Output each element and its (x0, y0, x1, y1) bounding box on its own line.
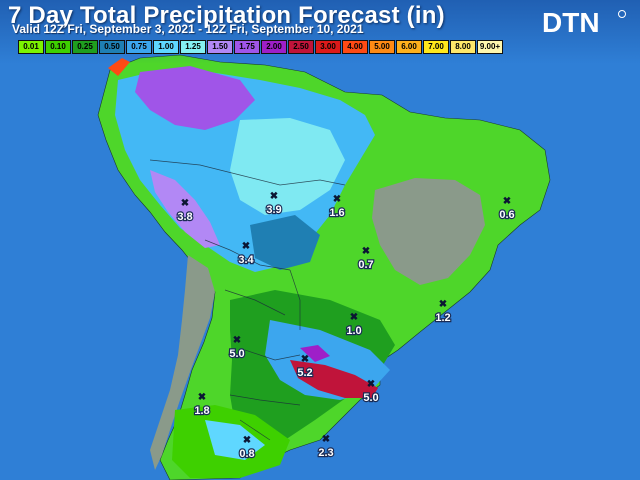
legend-swatch: 5.00 (369, 40, 395, 54)
city-x-marker: ✖ (350, 312, 358, 323)
legend-swatch: 0.25 (72, 40, 98, 54)
city-precip-value: 5.2 (297, 367, 312, 379)
city-x-marker: ✖ (181, 198, 189, 209)
city-precip-value: 3.4 (238, 254, 254, 266)
city-marker-group: ✖ 5.2 (296, 354, 314, 380)
city-precip-value: 1.8 (194, 405, 209, 417)
dtn-logo: DTN (542, 7, 626, 38)
legend-swatch: 6.00 (396, 40, 422, 54)
city-x-marker: ✖ (242, 241, 250, 252)
city-precip-value: 5.0 (363, 392, 378, 404)
valid-period: Valid 12Z Fri, September 3, 2021 - 12Z F… (12, 22, 364, 36)
city-marker-group: ✖ 3.4 (237, 241, 256, 267)
header-banner: 7 Day Total Precipitation Forecast (in) … (0, 0, 640, 64)
legend-swatch: 0.10 (45, 40, 71, 54)
precipitation-legend: 0.01 0.10 0.25 0.50 0.75 1.00 1.25 1.50 1.75 2.00… (18, 40, 503, 54)
city-marker-group: ✖ 1.6 (328, 194, 346, 220)
city-precip-value: 0.7 (358, 259, 373, 271)
city-marker-group: ✖ 5.0 (228, 335, 246, 361)
city-precip-value: 3.9 (266, 204, 281, 216)
rain-band-purple (135, 66, 255, 130)
city-x-marker: ✖ (243, 435, 251, 446)
legend-swatch: 2.50 (288, 40, 314, 54)
city-marker-group: ✖ 2.3 (317, 434, 335, 460)
legend-swatch: 3.00 (315, 40, 341, 54)
rain-band-purple-2 (150, 170, 220, 248)
legend-swatch: 0.50 (99, 40, 125, 54)
city-x-marker: ✖ (233, 335, 241, 346)
city-x-marker: ✖ (198, 392, 206, 403)
city-marker-group: ✖ 1.8 (193, 392, 211, 418)
city-precip-value: 0.8 (239, 448, 254, 460)
rain-band-lightblue-south (205, 420, 265, 460)
rain-band-darkblue (250, 215, 320, 270)
dry-area-andes (150, 255, 215, 470)
legend-swatch: 0.01 (18, 40, 44, 54)
map-title: 7 Day Total Precipitation Forecast (in) (8, 2, 445, 29)
legend-swatch: 1.75 (234, 40, 260, 54)
legend-swatch: 1.25 (180, 40, 206, 54)
city-marker-group: ✖ 3.8 (176, 198, 194, 224)
legend-swatch: 8.00 (450, 40, 476, 54)
city-precip-value: 1.6 (329, 207, 344, 219)
legend-swatch: 1.00 (153, 40, 179, 54)
city-value-markers: ✖ 3.8 ✖ 3.9 ✖ 1.6 ✖ 0.6 ✖ 3.4 ✖ 0.7 ✖ 1.2 ✖ 1.0 ✖ 5.0 ✖ 5.2… (176, 191, 516, 461)
city-precip-value: 1.2 (435, 312, 450, 324)
rain-core-purple (300, 345, 330, 362)
city-marker-group: ✖ 0.7 (357, 246, 375, 272)
legend-swatch: 9.00+ (477, 40, 503, 54)
city-precip-value: 1.0 (346, 325, 361, 337)
legend-swatch: 2.00 (261, 40, 287, 54)
logo-text: DTN (542, 7, 600, 38)
city-marker-group: ✖ 5.0 (362, 379, 380, 405)
city-x-marker: ✖ (322, 434, 330, 445)
city-x-marker: ✖ (333, 194, 341, 205)
city-x-marker: ✖ (439, 299, 447, 310)
city-marker-group: ✖ 0.6 (498, 196, 516, 222)
city-x-marker: ✖ (270, 191, 278, 202)
city-marker-group: ✖ 1.2 (434, 299, 452, 325)
dry-area-brazil (372, 178, 485, 285)
logo-registered-mark (618, 10, 626, 18)
city-precip-value: 5.0 (229, 348, 244, 360)
city-precip-value: 2.3 (318, 447, 333, 459)
city-x-marker: ✖ (503, 196, 511, 207)
legend-swatch: 0.75 (126, 40, 152, 54)
legend-swatch: 7.00 (423, 40, 449, 54)
city-precip-value: 0.6 (499, 209, 514, 221)
country-borders (149, 159, 346, 441)
city-marker-group: ✖ 1.0 (345, 312, 363, 338)
city-x-marker: ✖ (362, 246, 370, 257)
city-marker-group: ✖ 3.9 (265, 191, 283, 217)
legend-swatch: 4.00 (342, 40, 368, 54)
city-precip-value: 3.8 (177, 211, 192, 223)
legend-swatch: 1.50 (207, 40, 233, 54)
city-x-marker: ✖ (301, 354, 309, 365)
city-x-marker: ✖ (367, 379, 375, 390)
rain-core-red (290, 360, 378, 398)
city-marker-group: ✖ 0.8 (238, 435, 256, 461)
rain-band-cyan (230, 118, 345, 215)
